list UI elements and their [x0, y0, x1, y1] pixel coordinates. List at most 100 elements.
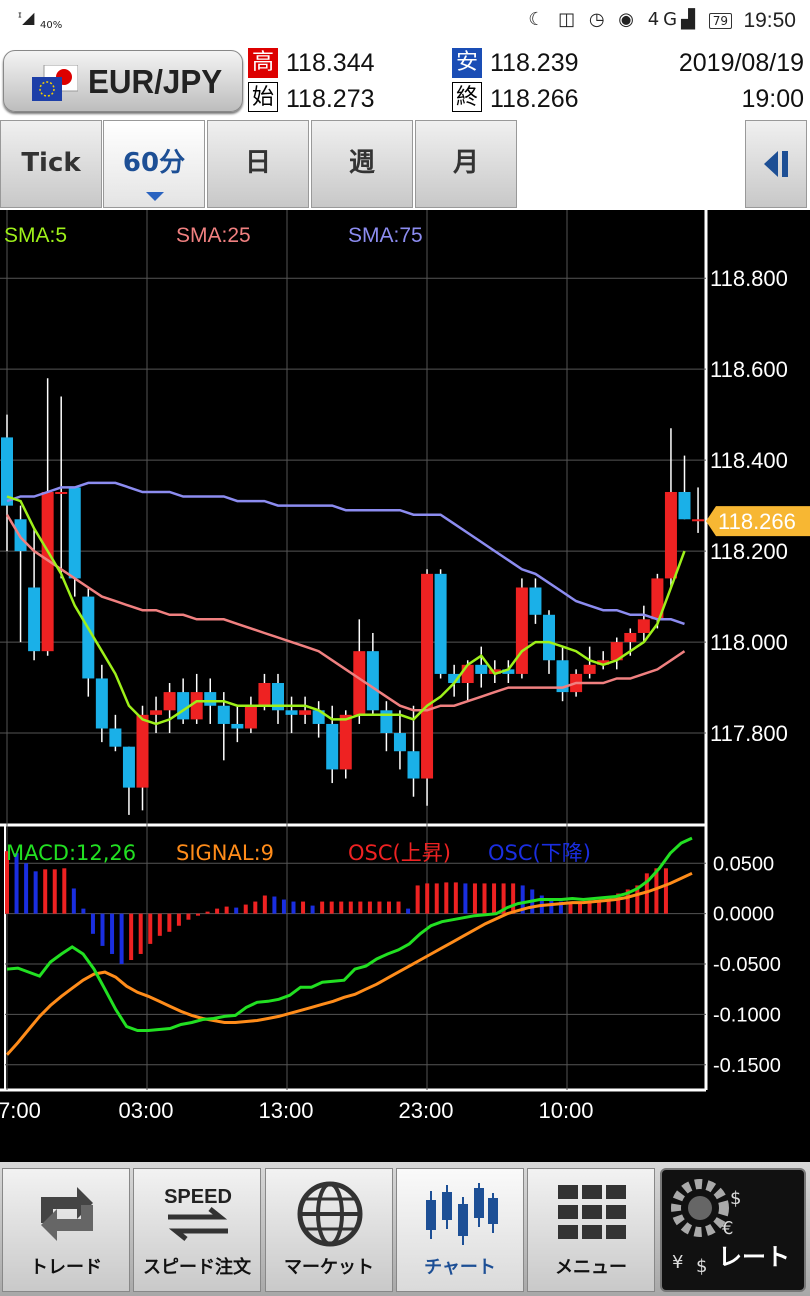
current-price-tag: [706, 506, 810, 537]
osc-bar: [129, 913, 134, 961]
osc-bar: [501, 883, 506, 914]
candle-body: [136, 714, 149, 788]
signal-line: [5, 871, 693, 1056]
candle-body: [353, 651, 366, 715]
tab-week[interactable]: 週: [311, 120, 413, 208]
x-tick-label: 03:00: [118, 1098, 173, 1123]
osc-bar: [339, 901, 344, 914]
nav-trade[interactable]: トレード: [2, 1168, 130, 1292]
x-tick-label: 23:00: [398, 1098, 453, 1123]
osc-bar: [90, 913, 95, 934]
nav-market-label: マーケット: [284, 1257, 374, 1278]
osc-bar: [377, 901, 382, 914]
bottom-nav: トレード SPEED スピード注文 マーケット チャート: [0, 1162, 810, 1296]
nav-market[interactable]: マーケット: [265, 1168, 393, 1292]
osc-bar: [148, 913, 153, 944]
x-tick-label: 10:00: [538, 1098, 593, 1123]
x-tick-label: 13:00: [258, 1098, 313, 1123]
menu-grid-icon: [558, 1185, 626, 1239]
sma-legend-item: SMA:25: [176, 224, 251, 247]
status-icons: ☾ ◫ ◷ ◉ 4G▟ 79: [528, 9, 732, 30]
candle-body: [556, 660, 569, 693]
candle-body: [421, 573, 434, 779]
osc-bar: [243, 904, 248, 914]
osc-bar: [138, 913, 143, 954]
osc-bar: [511, 883, 516, 914]
osc-bar: [291, 901, 296, 914]
osc-bar: [635, 885, 640, 914]
price-tick-label: 118.600: [710, 357, 788, 382]
collapse-panel-button[interactable]: [745, 120, 807, 208]
svg-text:$: $: [696, 1256, 707, 1277]
osc-bar: [597, 900, 602, 914]
sma5-line: [6, 495, 686, 726]
osc-bar: [272, 896, 277, 914]
current-price-label: 118.266: [718, 509, 796, 534]
low-label: 安: [452, 48, 482, 78]
candle-body: [231, 723, 244, 729]
currency-pair-button[interactable]: EUR/JPY: [3, 50, 243, 112]
macd-legend-item: OSC(下降): [488, 841, 591, 865]
osc-bar: [215, 908, 220, 914]
sma25-line: [5, 514, 686, 712]
osc-bar: [406, 908, 411, 914]
tab-60min-label: 60分: [122, 148, 186, 178]
nav-trade-label: トレード: [30, 1257, 102, 1278]
osc-bar: [520, 885, 525, 914]
candle-body: [95, 678, 108, 729]
price-chart[interactable]: 118.800 118.600 118.400 118.200 118.000 117.8…: [0, 210, 810, 1160]
candle-body: [258, 683, 271, 706]
osc-bar: [110, 913, 115, 954]
osc-bar: [578, 901, 582, 914]
osc-bar: [348, 901, 353, 914]
candle-body: [82, 596, 95, 679]
osc-bar: [14, 853, 19, 914]
osc-bar: [329, 901, 334, 914]
tab-tick[interactable]: Tick: [0, 120, 102, 208]
nav-rate[interactable]: $ € ¥ $ レート: [660, 1168, 806, 1292]
osc-bar: [205, 911, 210, 914]
osc-bar: [196, 913, 200, 916]
osc-bar: [453, 882, 458, 914]
nav-menu-label: メニュー: [555, 1257, 627, 1278]
nav-speed-order[interactable]: SPEED スピード注文: [133, 1168, 261, 1292]
osc-bar: [472, 883, 477, 914]
candle-body: [68, 487, 81, 579]
osc-bar: [320, 901, 325, 914]
osc-bar: [43, 869, 48, 914]
osc-bar: [482, 883, 487, 914]
high-value: 118.344: [286, 49, 375, 77]
tab-60min[interactable]: 60分: [103, 120, 205, 208]
candle-body: [583, 664, 596, 674]
macd-tick-label: 0.0000: [713, 904, 774, 926]
tab-tick-label: Tick: [21, 148, 81, 178]
tab-month[interactable]: 月: [415, 120, 517, 208]
osc-bar: [33, 871, 38, 914]
osc-bar: [71, 888, 76, 914]
candle-body: [1, 437, 13, 506]
timeframe-tabs: Tick 60分 日 週 月: [0, 118, 810, 210]
candle-body: [339, 714, 352, 770]
osc-bar: [81, 908, 86, 914]
clock: 19:50: [743, 9, 796, 32]
candle-body: [610, 642, 623, 661]
nav-menu[interactable]: メニュー: [527, 1168, 655, 1292]
close-label: 終: [452, 82, 482, 112]
tab-week-label: 週: [348, 148, 375, 178]
macd-legend-item: SIGNAL:9: [176, 841, 274, 865]
osc-bar: [587, 901, 592, 914]
osc-bar: [663, 868, 668, 914]
osc-bar: [549, 899, 554, 914]
osc-bar: [234, 907, 239, 914]
osc-bar: [301, 901, 306, 914]
candle-body: [177, 692, 190, 720]
osc-bar: [367, 901, 372, 914]
svg-text:$: $: [730, 1188, 741, 1209]
osc-bar: [281, 899, 286, 914]
candle-body: [529, 587, 542, 615]
signal-indicator-icon: ᶦ◢: [18, 8, 35, 27]
osc-bar: [310, 905, 315, 914]
price-tick-label: 118.000: [710, 630, 788, 655]
tab-day[interactable]: 日: [207, 120, 309, 208]
nav-chart[interactable]: チャート: [396, 1168, 524, 1292]
